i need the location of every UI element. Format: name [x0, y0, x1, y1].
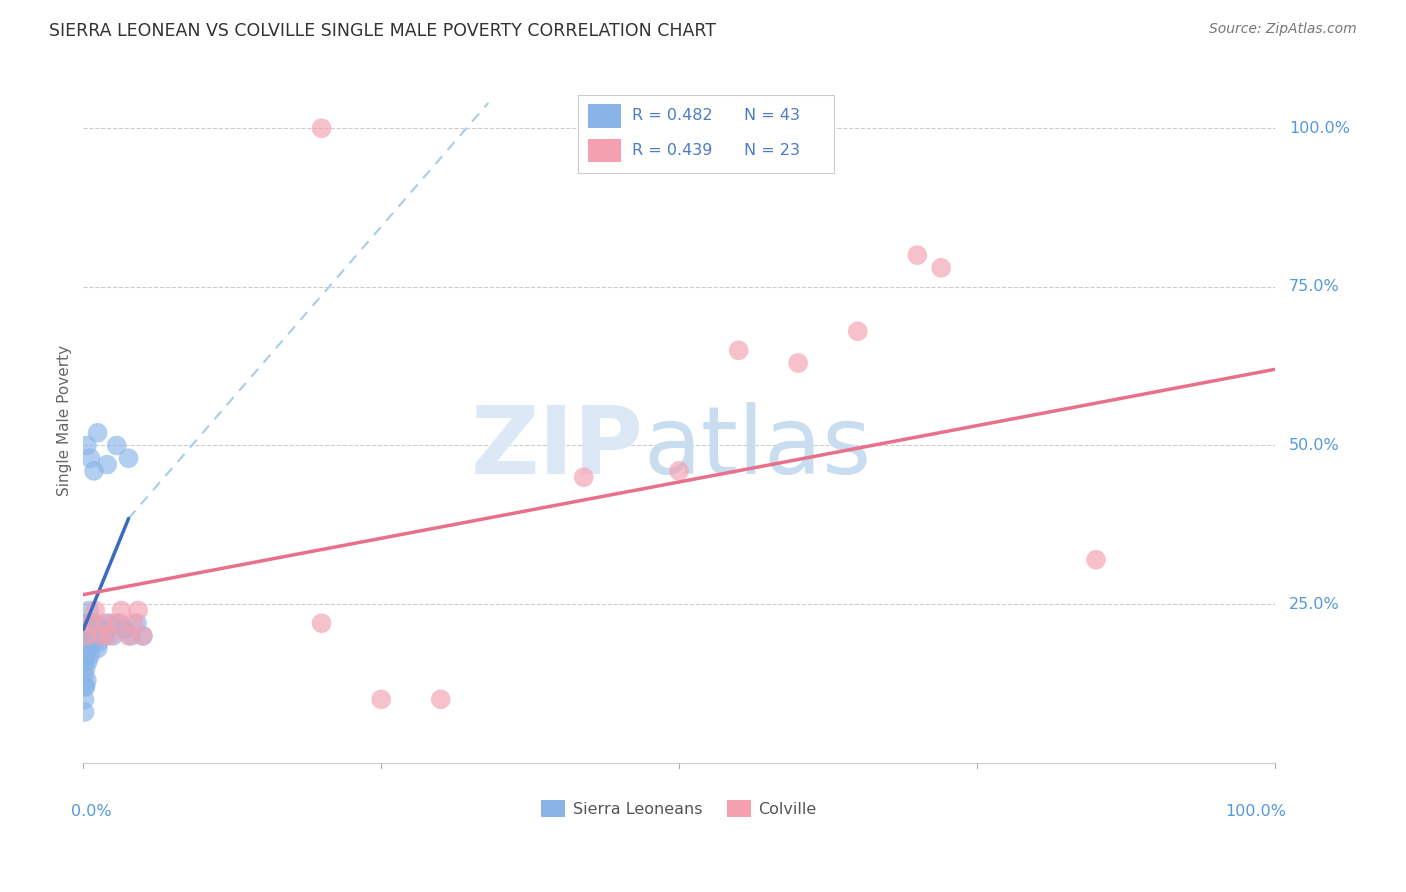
Point	[90, 623, 112, 637]
Point	[86, 629, 108, 643]
Point	[87, 635, 110, 649]
Point	[127, 603, 149, 617]
Point	[117, 451, 139, 466]
Point	[105, 438, 128, 452]
Point	[79, 451, 101, 466]
Point	[82, 616, 104, 631]
Point	[96, 458, 118, 472]
Point	[77, 623, 100, 637]
Point	[73, 680, 96, 694]
Point	[311, 121, 333, 136]
Point	[79, 648, 101, 662]
Point	[93, 616, 115, 631]
Point	[77, 654, 100, 668]
Point	[429, 692, 451, 706]
Point	[75, 641, 97, 656]
Point	[572, 470, 595, 484]
Point	[79, 616, 101, 631]
Point	[125, 616, 148, 631]
Point	[110, 603, 132, 617]
Point	[83, 635, 105, 649]
Text: 100.0%: 100.0%	[1289, 120, 1350, 136]
Point	[114, 623, 136, 637]
Text: ZIP: ZIP	[471, 401, 644, 493]
Text: 75.0%: 75.0%	[1289, 279, 1340, 294]
Point	[120, 629, 142, 643]
Point	[370, 692, 392, 706]
Point	[668, 464, 690, 478]
Point	[75, 680, 97, 694]
Point	[846, 324, 869, 338]
Point	[77, 603, 100, 617]
Point	[98, 629, 121, 643]
Legend: Sierra Leoneans, Colville: Sierra Leoneans, Colville	[534, 794, 823, 823]
Point	[73, 654, 96, 668]
Point	[93, 629, 115, 643]
Text: 100.0%: 100.0%	[1226, 804, 1286, 819]
Text: Source: ZipAtlas.com: Source: ZipAtlas.com	[1209, 22, 1357, 37]
Text: 0.0%: 0.0%	[72, 804, 112, 819]
Point	[73, 705, 96, 719]
Point	[122, 616, 145, 631]
Point	[98, 616, 121, 631]
Point	[86, 641, 108, 656]
Point	[101, 629, 124, 643]
Point	[76, 673, 98, 688]
Point	[84, 603, 107, 617]
Point	[727, 343, 749, 358]
Point	[76, 629, 98, 643]
Text: atlas: atlas	[644, 401, 872, 493]
Point	[311, 616, 333, 631]
Y-axis label: Single Male Poverty: Single Male Poverty	[58, 344, 72, 496]
Point	[84, 616, 107, 631]
Point	[787, 356, 810, 370]
Text: 50.0%: 50.0%	[1289, 438, 1340, 453]
Text: 25.0%: 25.0%	[1289, 597, 1340, 612]
Point	[76, 629, 98, 643]
Point	[1085, 552, 1108, 566]
Point	[76, 648, 98, 662]
Point	[80, 629, 103, 643]
Point	[83, 464, 105, 478]
Point	[132, 629, 155, 643]
Point	[76, 616, 98, 631]
Point	[73, 692, 96, 706]
Text: SIERRA LEONEAN VS COLVILLE SINGLE MALE POVERTY CORRELATION CHART: SIERRA LEONEAN VS COLVILLE SINGLE MALE P…	[49, 22, 716, 40]
Point	[132, 629, 155, 643]
Point	[73, 667, 96, 681]
Point	[96, 623, 118, 637]
Point	[86, 425, 108, 440]
Point	[929, 260, 952, 275]
Point	[108, 616, 131, 631]
Point	[79, 616, 101, 631]
Point	[90, 629, 112, 643]
Point	[76, 438, 98, 452]
Point	[75, 660, 97, 674]
Point	[105, 616, 128, 631]
Point	[905, 248, 928, 262]
Point	[75, 629, 97, 643]
Point	[77, 635, 100, 649]
Point	[117, 629, 139, 643]
